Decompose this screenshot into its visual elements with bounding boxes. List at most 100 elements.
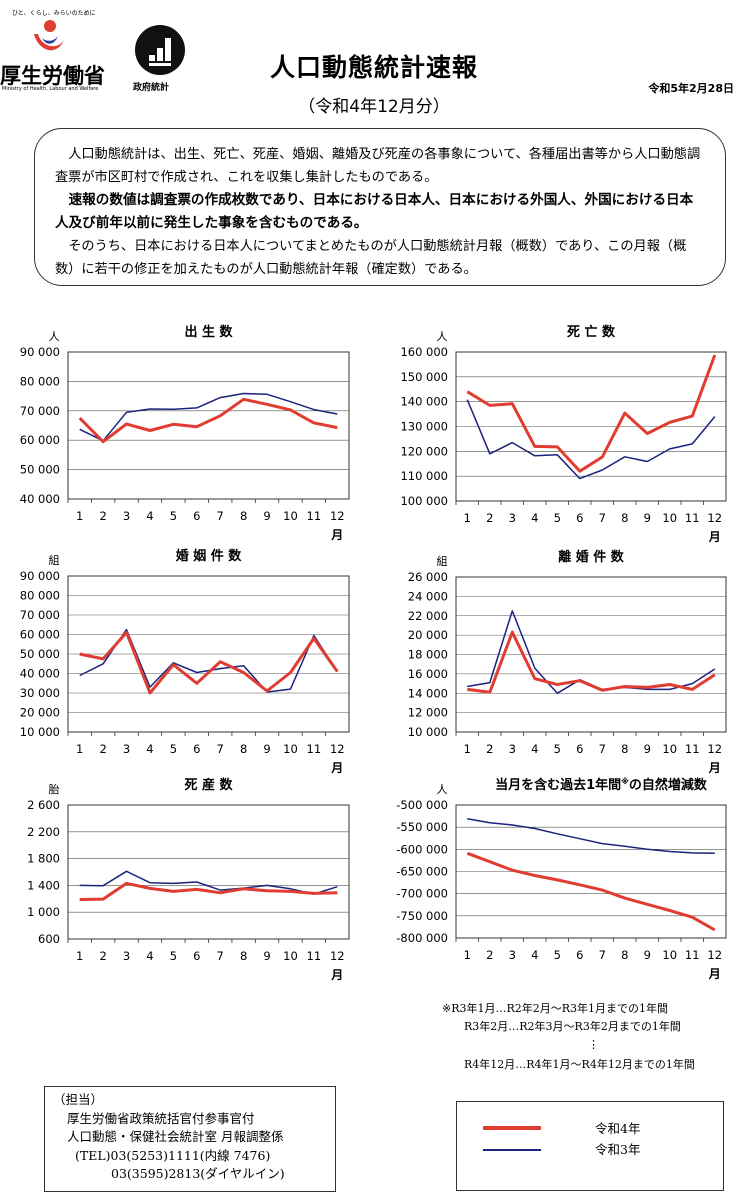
legend-label-r3: 令和3年 [595, 1142, 641, 1157]
logo-tagline: ひと、くらし、みらいのために [12, 10, 96, 17]
x-tick-label: 9 [644, 948, 651, 962]
footnote-line-4: R4年12月…R4年1月～R4年12月までの1年間 [464, 1058, 695, 1071]
contact-box: （担当） 厚生労働省政策統括官付参事官付 人口動態・保健社会統計室 月報調整係 … [44, 1086, 336, 1192]
x-tick-label: 9 [644, 742, 651, 756]
series-line-r4 [78, 397, 338, 444]
x-tick-label: 6 [576, 511, 583, 525]
y-tick-label: 1 000 [27, 905, 60, 919]
contact-department: 厚生労働省政策統括官付参事官付 [67, 1110, 255, 1126]
y-tick-label: 60 000 [20, 628, 60, 642]
y-tick-label: 120 000 [400, 444, 448, 458]
x-tick-label: 7 [599, 948, 606, 962]
x-unit-label: 月 [330, 761, 343, 775]
y-tick-label: 130 000 [400, 420, 448, 434]
y-unit-label: 組 [437, 555, 448, 568]
x-tick-label: 2 [486, 511, 493, 525]
x-tick-label: 4 [146, 742, 153, 756]
x-tick-label: 3 [509, 511, 516, 525]
contact-dial-in: 03(3595)2813(ダイヤルイン) [111, 1166, 285, 1181]
x-tick-label: 11 [685, 742, 700, 756]
chart-title-suffix: の自然増減数 [629, 777, 708, 793]
x-tick-label: 3 [123, 949, 130, 963]
x-unit-label: 月 [708, 967, 721, 981]
x-tick-label: 10 [662, 511, 677, 525]
x-tick-label: 3 [123, 509, 130, 523]
x-tick-label: 3 [123, 742, 130, 756]
x-tick-label: 10 [283, 509, 298, 523]
chart-title: 出 生 数 [184, 324, 233, 340]
y-tick-label: 2 200 [27, 825, 60, 839]
x-tick-label: 5 [170, 509, 177, 523]
x-tick-label: 5 [554, 948, 561, 962]
x-tick-label: 2 [99, 509, 106, 523]
y-tick-label: 1 800 [27, 852, 60, 866]
intro-box: 人口動態統計は、出生、死亡、死産、婚姻、離婚及び死産の各事象について、各種届出書… [34, 128, 726, 286]
x-tick-label: 12 [330, 742, 345, 756]
x-tick-label: 10 [662, 742, 677, 756]
x-unit-label: 月 [330, 528, 343, 542]
series-line-r4 [467, 630, 716, 694]
footnote-line-3: ⋮ [588, 1038, 599, 1051]
x-tick-label: 11 [685, 948, 700, 962]
y-tick-label: -600 000 [396, 842, 448, 856]
x-tick-label: 6 [193, 509, 200, 523]
x-tick-label: 3 [509, 948, 516, 962]
x-tick-label: 8 [240, 949, 247, 963]
x-tick-label: 11 [307, 742, 322, 756]
x-tick-label: 4 [531, 948, 538, 962]
series-line-r4 [79, 631, 339, 695]
series-line-r3 [466, 399, 716, 480]
y-tick-label: 600 [38, 932, 60, 946]
x-tick-label: 8 [621, 511, 628, 525]
x-tick-label: 12 [707, 511, 722, 525]
y-tick-label: 40 000 [20, 492, 60, 506]
y-tick-label: 40 000 [20, 667, 60, 681]
y-tick-label: 100 000 [400, 494, 448, 508]
y-tick-label: -550 000 [396, 820, 448, 834]
x-tick-label: 11 [685, 511, 700, 525]
x-tick-label: 5 [554, 511, 561, 525]
release-date: 令和5年2月28日 [648, 82, 734, 95]
y-unit-label: 人 [437, 330, 448, 343]
x-tick-label: 7 [217, 742, 224, 756]
legend-swatch-r4 [483, 1126, 541, 1130]
chart-title: 死 亡 数 [567, 324, 616, 340]
x-tick-label: 4 [146, 509, 153, 523]
intro-paragraph-2: 速報の数値は調査票の作成枚数であり、日本における日本人、日本における外国人、外国… [55, 192, 694, 231]
legend-swatch-r3 [483, 1149, 541, 1151]
x-tick-label: 12 [707, 742, 722, 756]
footnote: ※R3年1月…R2年2月～R3年1月までの1年間 R3年2月…R2年3月～R3年… [442, 1000, 695, 1074]
x-tick-label: 5 [170, 949, 177, 963]
y-unit-label: 人 [49, 330, 60, 343]
footnote-line-1: ※R3年1月…R2年2月～R3年1月までの1年間 [442, 1002, 669, 1015]
y-tick-label: 140 000 [400, 395, 448, 409]
x-tick-label: 9 [644, 511, 651, 525]
x-tick-label: 1 [76, 949, 83, 963]
series-line-r4 [466, 851, 716, 932]
series-line-r4 [466, 354, 717, 473]
y-tick-label: 160 000 [400, 345, 448, 359]
y-tick-label: -650 000 [396, 865, 448, 879]
y-tick-label: 30 000 [20, 686, 60, 700]
government-statistics-icon [135, 25, 185, 75]
x-tick-label: 9 [263, 509, 270, 523]
chart-title-footnote-mark: ※ [621, 776, 629, 786]
chart-title: 婚 姻 件 数 [176, 548, 243, 564]
x-tick-label: 2 [99, 949, 106, 963]
plot-area [67, 804, 350, 940]
y-tick-label: -700 000 [396, 887, 448, 901]
y-tick-label: 70 000 [20, 608, 60, 622]
x-tick-label: 7 [599, 511, 606, 525]
y-unit-label: 組 [49, 554, 60, 567]
legend: 令和4年 令和3年 [456, 1101, 724, 1191]
series-line-r3 [79, 392, 338, 442]
contact-heading: （担当） [53, 1092, 104, 1107]
mhlw-logo-icon [34, 20, 64, 51]
x-tick-label: 8 [621, 948, 628, 962]
ministry-name: 厚生労働省 [0, 64, 105, 88]
x-tick-label: 5 [554, 742, 561, 756]
intro-paragraph-1: 人口動態統計は、出生、死亡、死産、婚姻、離婚及び死産の各事象について、各種届出書… [55, 147, 701, 185]
contact-office: 人口動態・保健社会統計室 月報調整係 [67, 1129, 284, 1144]
chart-title: 当月を含む過去1年間※の自然増減数 [495, 776, 708, 793]
x-tick-label: 10 [283, 949, 298, 963]
